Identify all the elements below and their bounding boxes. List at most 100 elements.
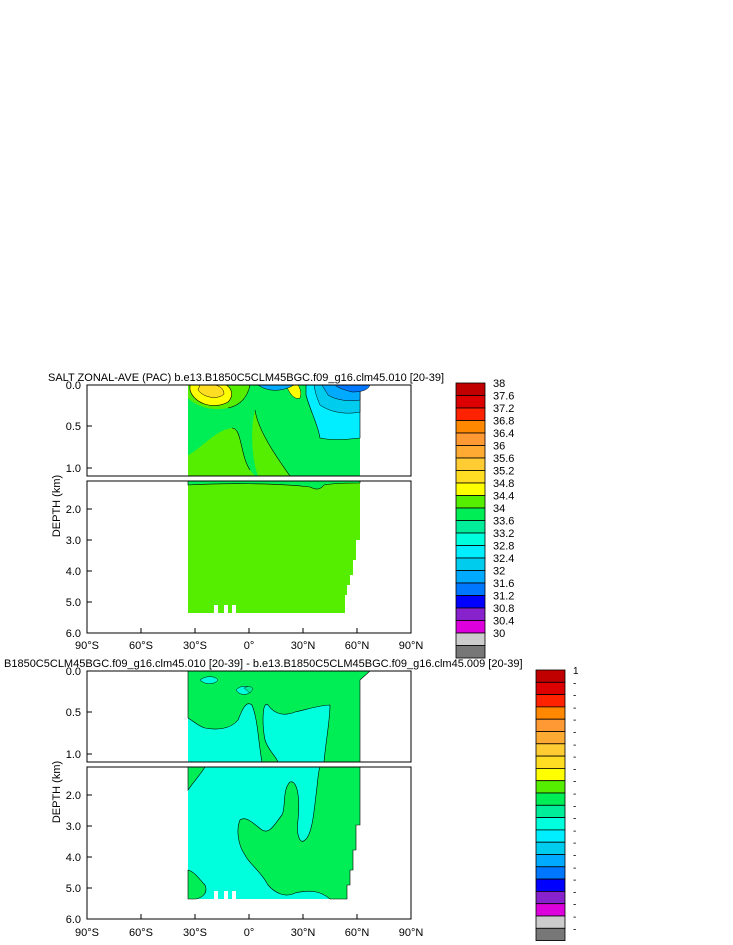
y-tick: 0.0 xyxy=(66,380,81,392)
legend-label: 36.4 xyxy=(493,428,514,440)
legend-label: 34.8 xyxy=(493,478,514,490)
x-tick: 60°N xyxy=(345,927,370,939)
x-tick: 90°S xyxy=(75,927,99,939)
panel-2-upper-field xyxy=(187,671,371,762)
legend-swatch xyxy=(535,792,566,806)
legend-swatch xyxy=(455,607,486,621)
legend-label: - xyxy=(573,752,576,763)
legend-swatch xyxy=(535,743,566,757)
legend-swatch xyxy=(535,731,566,745)
legend-label: - xyxy=(573,740,576,751)
legend-label: 32 xyxy=(493,566,505,578)
field-diff-island-3 xyxy=(243,686,254,694)
legend-swatch xyxy=(455,432,486,446)
legend-swatch xyxy=(535,891,566,905)
field-34.4-34.8-mid xyxy=(252,410,290,476)
legend-label: - xyxy=(573,838,576,849)
legend-label: 34.4 xyxy=(493,491,514,503)
legend-label: 31.6 xyxy=(493,578,514,590)
panel-1-x-axis: 90°S 60°S 30°S 0° 30°N 60°N 90°N xyxy=(75,628,423,652)
legend-swatch xyxy=(455,645,486,659)
panel-1-legend: 3837.637.236.836.43635.635.234.834.43433… xyxy=(455,378,514,659)
legend-swatch xyxy=(455,457,486,471)
legend-label: 30 xyxy=(493,628,505,640)
legend-label: 33.2 xyxy=(493,528,514,540)
legend-label: - xyxy=(573,764,576,775)
legend-label: - xyxy=(573,777,576,788)
legend-swatch xyxy=(535,866,566,880)
legend-label: - xyxy=(573,728,576,739)
legend-label: 30.4 xyxy=(493,616,514,628)
legend-swatch xyxy=(455,495,486,509)
field-diff-deep-bottom xyxy=(187,869,207,900)
legend-label: - xyxy=(573,703,576,714)
x-tick: 90°N xyxy=(399,927,424,939)
legend-label: 33.6 xyxy=(493,516,514,528)
legend-label: - xyxy=(573,900,576,911)
y-axis-label: DEPTH (km) xyxy=(51,475,63,537)
y-tick: 6.0 xyxy=(66,914,81,926)
legend-swatch xyxy=(455,632,486,646)
panel-salinity: SALT ZONAL-AVE (PAC) b.e13.B1850C5CLM45B… xyxy=(48,372,514,659)
legend-swatch xyxy=(455,595,486,609)
x-tick: 30°N xyxy=(291,927,316,939)
legend-swatch xyxy=(535,915,566,929)
panel-1-title: SALT ZONAL-AVE (PAC) b.e13.B1850C5CLM45B… xyxy=(48,372,444,384)
legend-swatch xyxy=(455,570,486,584)
legend-swatch xyxy=(455,557,486,571)
legend-swatch xyxy=(535,841,566,855)
y-tick: 1.0 xyxy=(66,463,81,475)
legend-label: - xyxy=(573,789,576,800)
legend-swatch xyxy=(455,507,486,521)
legend-label: - xyxy=(573,887,576,898)
legend-label: 38 xyxy=(493,378,505,390)
legend-label: - xyxy=(573,801,576,812)
legend-swatch xyxy=(535,681,566,695)
legend-swatch xyxy=(455,520,486,534)
legend-label: - xyxy=(573,924,576,935)
x-tick: 60°N xyxy=(345,640,370,652)
field-deep-top xyxy=(187,481,361,490)
field-deep xyxy=(188,481,360,613)
y-tick: 5.0 xyxy=(66,597,81,609)
legend-swatch xyxy=(455,382,486,396)
y-tick: 3.0 xyxy=(66,821,81,833)
legend-swatch xyxy=(455,420,486,434)
panel-2-title: B1850C5CLM45BGC.f09_g16.clm45.010 [20-39… xyxy=(4,658,523,670)
field-diff-island-1 xyxy=(199,676,219,684)
legend-swatch xyxy=(455,482,486,496)
legend-swatch xyxy=(455,582,486,596)
field-34.8-small xyxy=(285,385,302,399)
x-tick: 0° xyxy=(244,640,255,652)
legend-swatch xyxy=(535,669,566,683)
legend-label: 30.8 xyxy=(493,603,514,615)
legend-label: - xyxy=(573,691,576,702)
contour-line-b xyxy=(254,409,291,476)
x-tick: 60°S xyxy=(129,927,153,939)
panel-1-upper-frame xyxy=(86,384,412,477)
y-tick: 6.0 xyxy=(66,628,81,640)
x-tick: 30°S xyxy=(183,927,207,939)
legend-label: 37.6 xyxy=(493,391,514,403)
legend-label: 32.8 xyxy=(493,541,514,553)
legend-label: 37.2 xyxy=(493,403,514,415)
y-tick: 3.0 xyxy=(66,535,81,547)
x-tick: 30°S xyxy=(183,640,207,652)
contour-line-c xyxy=(227,385,251,409)
legend-swatch xyxy=(535,878,566,892)
x-tick: 30°N xyxy=(291,640,316,652)
legend-swatch xyxy=(535,768,566,782)
x-tick: 90°S xyxy=(75,640,99,652)
legend-swatch xyxy=(535,780,566,794)
legend-label: 1 xyxy=(573,666,579,677)
legend-swatch xyxy=(535,755,566,769)
y-tick: 4.0 xyxy=(66,566,81,578)
y-tick: 0.5 xyxy=(66,707,81,719)
legend-label: - xyxy=(573,851,576,862)
legend-swatch xyxy=(535,927,566,941)
legend-swatch xyxy=(535,829,566,843)
legend-label: 32.4 xyxy=(493,553,514,565)
legend-swatch xyxy=(535,694,566,708)
y-tick: 4.0 xyxy=(66,852,81,864)
x-tick: 90°N xyxy=(399,640,424,652)
